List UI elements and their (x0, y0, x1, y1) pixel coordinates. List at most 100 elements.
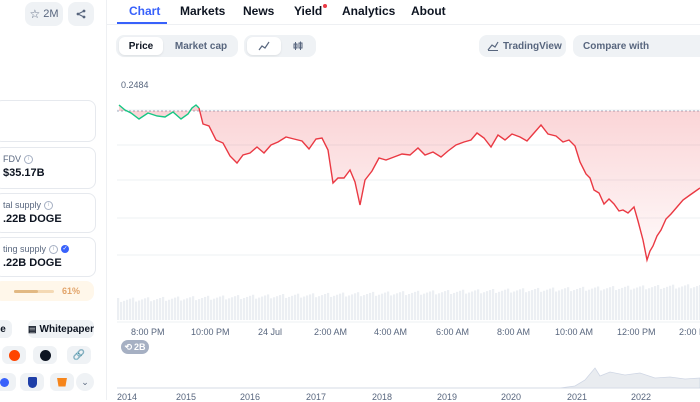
price-line-down (198, 107, 700, 263)
volume-bar (366, 294, 369, 320)
compare-with-select[interactable]: Compare with (573, 35, 700, 57)
volume-bar (156, 299, 159, 320)
volume-bar (534, 288, 537, 320)
volume-bars (117, 284, 700, 320)
tradingview-label: TradingView (503, 40, 562, 52)
volume-bar (582, 286, 585, 320)
volume-bar (645, 289, 648, 320)
volume-bar (465, 293, 468, 320)
volume-bar (204, 296, 207, 320)
volume-bar (675, 288, 678, 320)
volume-bar (528, 291, 531, 320)
volume-bar (483, 292, 486, 320)
volume-bar (318, 296, 321, 320)
info-icon[interactable]: i (49, 244, 59, 254)
volume-bar (189, 297, 192, 320)
x-tick-label: 4:00 AM (374, 327, 408, 337)
stat-label: ting supply (3, 244, 47, 254)
price-toggle[interactable]: Price (119, 37, 163, 55)
info-icon[interactable]: i (44, 200, 54, 210)
metamask-button[interactable] (50, 373, 74, 391)
x-tick-label: 24 Jul (258, 327, 283, 337)
volume-bar (492, 288, 495, 320)
tab-markets[interactable]: Markets (180, 4, 226, 18)
tab-news[interactable]: News (243, 4, 275, 18)
volume-bar (192, 296, 195, 320)
share-button[interactable] (68, 2, 94, 26)
volume-bar (141, 299, 144, 320)
volume-bar (636, 287, 639, 320)
candlestick-icon (293, 41, 303, 50)
tab-yield[interactable]: Yield (294, 4, 328, 18)
volume-bar (633, 288, 636, 320)
volume-bar (591, 288, 594, 320)
volume-bar (294, 294, 297, 320)
volume-bar (660, 288, 663, 320)
volume-bar (570, 291, 573, 320)
candlestick-toggle[interactable] (282, 37, 314, 55)
chevron-down-icon: ⌄ (81, 376, 89, 387)
explorer-link[interactable] (0, 373, 16, 391)
x-tick-label: 8:00 AM (497, 327, 531, 337)
volume-bar (552, 287, 555, 320)
volume-bar (180, 300, 183, 320)
x-tick-label: 2:00 P (679, 327, 700, 337)
reddit-icon (8, 349, 20, 361)
trend-icon (487, 41, 499, 51)
price-area-fill (119, 105, 700, 260)
volume-bar (594, 287, 597, 320)
history-icon: ⟲ (124, 341, 133, 352)
volume-bar (336, 294, 339, 320)
more-button[interactable]: ⌄ (76, 373, 94, 391)
copy-link-button[interactable]: 🔗 (67, 346, 91, 364)
volume-bar (390, 295, 393, 320)
volume-bar (549, 288, 552, 320)
volume-bar (600, 290, 603, 320)
watchlist-count: 2M (43, 8, 59, 20)
github-icon (39, 349, 51, 361)
volume-bar (555, 291, 558, 320)
volume-bar (525, 292, 528, 320)
volume-bar (234, 296, 237, 320)
tab-label: Yield (294, 4, 323, 18)
watchlist-button[interactable]: ☆ 2M (25, 2, 63, 26)
volume-bar (681, 286, 684, 320)
info-icon[interactable]: i (24, 154, 33, 164)
volume-bar (456, 291, 459, 320)
reddit-link[interactable] (2, 346, 26, 364)
volume-bar (489, 290, 492, 320)
whitepaper-link[interactable]: ▤ Whitepaper (28, 320, 94, 338)
tab-chart[interactable]: Chart (129, 4, 161, 18)
volume-bar (210, 299, 213, 320)
volume-bar (669, 285, 672, 320)
volume-bar (276, 296, 279, 320)
tradingview-button[interactable]: TradingView (479, 35, 566, 57)
chart-metric-toggle: Price Market cap (116, 35, 238, 57)
volume-bar (531, 290, 534, 320)
fdv-card: FDV i $35.17B (0, 147, 96, 189)
volume-bar (435, 294, 438, 320)
security-link[interactable] (20, 373, 44, 391)
x-tick-label: 8:00 PM (131, 327, 165, 337)
volume-bar (537, 287, 540, 320)
verified-check-icon: ✓ (61, 245, 70, 253)
market-cap-card (0, 100, 96, 142)
volume-bar (357, 292, 360, 320)
volume-bar (519, 289, 522, 320)
range-selector[interactable]: ⟲ 2B (121, 340, 149, 354)
tab-about[interactable]: About (411, 4, 446, 18)
x-tick-label: 2:00 AM (314, 327, 348, 337)
tab-analytics[interactable]: Analytics (342, 4, 396, 18)
volume-bar (432, 290, 435, 320)
line-chart-toggle[interactable] (247, 37, 281, 55)
website-link[interactable]: e (0, 320, 12, 338)
volume-bar (321, 295, 324, 320)
market-cap-toggle[interactable]: Market cap (174, 40, 228, 52)
share-icon (76, 9, 86, 19)
volume-bar (495, 292, 498, 320)
supply-progress-track (14, 290, 54, 293)
github-link[interactable] (33, 346, 57, 364)
coin-tabs: Chart Markets News Yield Analytics About (106, 0, 700, 25)
volume-bar (678, 287, 681, 320)
